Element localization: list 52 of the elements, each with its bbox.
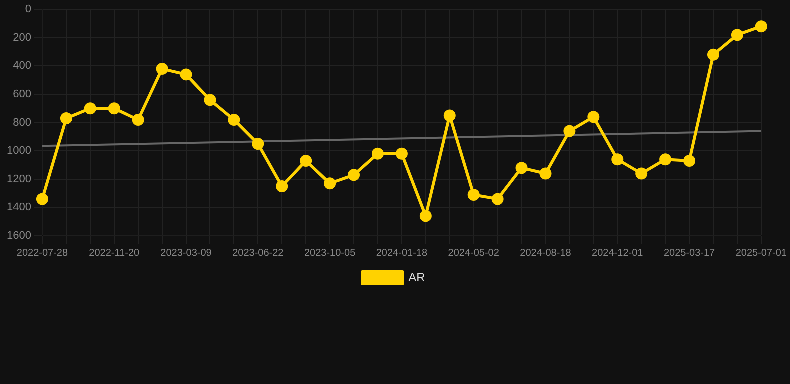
point	[755, 20, 768, 33]
y-tick-label: 200	[13, 32, 32, 44]
point	[36, 193, 48, 206]
y-tick-label: 400	[13, 60, 32, 72]
x-tick-label: 2024-05-02	[448, 248, 500, 259]
y-tick-label: 1000	[6, 145, 32, 158]
point	[660, 154, 672, 166]
point	[636, 168, 648, 180]
point	[420, 210, 432, 222]
point	[132, 114, 144, 126]
x-tick-label: 2024-01-18	[376, 248, 428, 259]
x-tick-label: 2023-06-22	[232, 248, 284, 259]
point	[444, 110, 456, 122]
point	[564, 125, 576, 138]
point	[588, 111, 600, 124]
point	[540, 168, 552, 180]
point	[684, 155, 696, 168]
point	[731, 29, 744, 42]
point	[300, 155, 312, 168]
point	[707, 48, 720, 61]
point	[84, 102, 96, 115]
x-tick-label: 2025-07-01	[736, 248, 788, 259]
y-tick-label: 800	[13, 116, 32, 129]
point	[492, 193, 504, 206]
x-tick-label: 2025-03-17	[664, 248, 716, 259]
point	[228, 114, 240, 126]
point	[180, 68, 192, 81]
y-tick-label: 1600	[6, 230, 32, 242]
x-tick-label: 2022-11-20	[89, 248, 140, 259]
point	[156, 63, 168, 76]
y-tick-label: 1400	[6, 202, 32, 214]
point	[468, 188, 480, 201]
point	[108, 102, 120, 115]
y-tick-label: 0	[25, 4, 32, 16]
x-tick-label: 2024-08-18	[520, 248, 572, 259]
y-tick-label: 1200	[6, 173, 32, 186]
x-tick-label: 2024-12-01	[592, 248, 644, 259]
point	[396, 148, 408, 160]
point	[60, 112, 72, 125]
x-tick-label: 2023-03-09	[160, 248, 212, 259]
point	[276, 180, 288, 192]
x-tick-label: 2023-10-05	[304, 248, 356, 259]
point	[252, 138, 264, 150]
point	[324, 178, 336, 190]
legend-label: AR	[408, 270, 426, 284]
point	[348, 169, 360, 182]
x-tick-label: 2022-07-28	[16, 248, 68, 259]
point	[372, 148, 384, 160]
point	[516, 162, 528, 174]
y-tick-label: 600	[13, 88, 32, 101]
point	[612, 154, 624, 166]
point	[204, 94, 216, 106]
